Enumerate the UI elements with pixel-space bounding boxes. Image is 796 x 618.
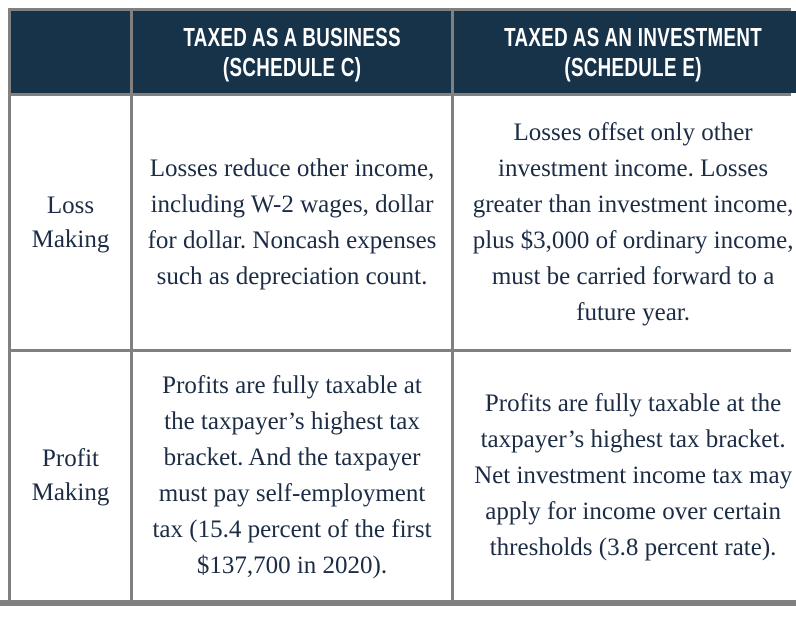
cell-profit-business: Profits are fully taxable at the taxpaye…: [133, 352, 451, 600]
header-business-line1: TAXED AS A BUSINESS: [183, 22, 401, 52]
header-taxed-as-investment-label: TAXED AS AN INVESTMENT (SCHEDULE E): [504, 22, 762, 82]
header-investment-line1: TAXED AS AN INVESTMENT: [504, 22, 763, 52]
header-corner-cell: [11, 11, 130, 93]
header-taxed-as-business-label: TAXED AS A BUSINESS (SCHEDULE C): [183, 22, 401, 82]
cell-profit-investment: Profits are fully taxable at the taxpaye…: [454, 352, 796, 600]
header-business-line2: (SCHEDULE C): [222, 52, 362, 82]
row-label-loss-making: Loss Making: [11, 96, 130, 349]
cell-loss-business: Losses reduce other income, including W-…: [133, 96, 451, 349]
row-label-profit-making: Profit Making: [11, 352, 130, 600]
tax-comparison-table: TAXED AS A BUSINESS (SCHEDULE C) TAXED A…: [8, 8, 796, 603]
bottom-divider-rule: [0, 600, 796, 606]
cell-loss-investment: Losses offset only other investment inco…: [454, 96, 796, 349]
header-investment-line2: (SCHEDULE E): [564, 52, 702, 82]
header-taxed-as-investment: TAXED AS AN INVESTMENT (SCHEDULE E): [454, 11, 796, 93]
header-taxed-as-business: TAXED AS A BUSINESS (SCHEDULE C): [133, 11, 451, 93]
